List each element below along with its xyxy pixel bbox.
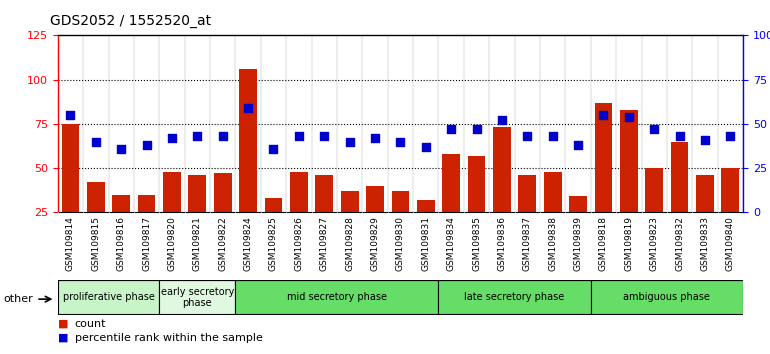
Point — [598, 112, 610, 118]
Text: GSM109816: GSM109816 — [117, 216, 126, 271]
Text: GSM109837: GSM109837 — [523, 216, 532, 271]
Bar — [645, 168, 663, 212]
Point — [470, 126, 483, 132]
FancyBboxPatch shape — [58, 280, 159, 314]
Text: ambiguous phase: ambiguous phase — [624, 292, 711, 302]
Text: GSM109822: GSM109822 — [218, 216, 227, 270]
Text: GSM109831: GSM109831 — [421, 216, 430, 271]
Point — [216, 133, 229, 139]
Point — [267, 146, 280, 152]
Text: other: other — [4, 294, 34, 304]
Point — [242, 105, 254, 111]
Text: count: count — [75, 319, 106, 329]
Bar — [417, 200, 434, 212]
Point — [318, 133, 330, 139]
Point — [420, 144, 432, 150]
Bar — [189, 175, 206, 212]
Text: GSM109818: GSM109818 — [599, 216, 608, 271]
Text: GSM109817: GSM109817 — [142, 216, 151, 271]
Text: GSM109829: GSM109829 — [370, 216, 380, 271]
Text: early secretory
phase: early secretory phase — [161, 286, 234, 308]
Point — [293, 133, 305, 139]
Point — [521, 133, 534, 139]
Bar — [87, 182, 105, 212]
Text: GSM109830: GSM109830 — [396, 216, 405, 271]
Point — [191, 133, 203, 139]
Text: GSM109827: GSM109827 — [320, 216, 329, 271]
Bar — [290, 172, 308, 212]
Text: GSM109819: GSM109819 — [624, 216, 634, 271]
Text: ■: ■ — [58, 319, 69, 329]
Text: percentile rank within the sample: percentile rank within the sample — [75, 333, 263, 343]
Text: GSM109838: GSM109838 — [548, 216, 557, 271]
Text: ■: ■ — [58, 333, 69, 343]
Point — [140, 142, 152, 148]
Bar — [62, 124, 79, 212]
Point — [166, 135, 178, 141]
Text: GSM109833: GSM109833 — [701, 216, 709, 271]
Text: GSM109824: GSM109824 — [243, 216, 253, 270]
Bar — [239, 69, 257, 212]
Point — [674, 133, 686, 139]
Text: GSM109836: GSM109836 — [497, 216, 507, 271]
Bar — [214, 173, 232, 212]
Text: GSM109832: GSM109832 — [675, 216, 684, 271]
Text: GSM109814: GSM109814 — [66, 216, 75, 271]
Point — [64, 112, 76, 118]
Bar — [518, 175, 536, 212]
Text: GSM109815: GSM109815 — [92, 216, 100, 271]
Bar — [696, 175, 714, 212]
Bar — [265, 198, 283, 212]
Text: GSM109826: GSM109826 — [294, 216, 303, 271]
Bar — [671, 142, 688, 212]
Bar — [112, 195, 130, 212]
Bar — [493, 127, 511, 212]
Bar — [467, 156, 485, 212]
Text: proliferative phase: proliferative phase — [62, 292, 155, 302]
Text: GSM109823: GSM109823 — [650, 216, 658, 271]
Text: GSM109821: GSM109821 — [192, 216, 202, 271]
Bar — [594, 103, 612, 212]
Bar — [341, 191, 359, 212]
Bar — [163, 172, 181, 212]
FancyBboxPatch shape — [159, 280, 236, 314]
Text: GSM109825: GSM109825 — [269, 216, 278, 271]
Point — [445, 126, 457, 132]
Text: late secretory phase: late secretory phase — [464, 292, 564, 302]
Point — [648, 126, 661, 132]
Point — [699, 137, 711, 143]
Text: GSM109820: GSM109820 — [167, 216, 176, 271]
Point — [369, 135, 381, 141]
Point — [725, 133, 737, 139]
Point — [496, 118, 508, 123]
Point — [343, 139, 356, 144]
Bar — [442, 154, 460, 212]
Point — [572, 142, 584, 148]
Text: GDS2052 / 1552520_at: GDS2052 / 1552520_at — [50, 14, 211, 28]
Bar — [316, 175, 333, 212]
Point — [547, 133, 559, 139]
FancyBboxPatch shape — [236, 280, 438, 314]
Text: GSM109834: GSM109834 — [447, 216, 456, 271]
Point — [394, 139, 407, 144]
Point — [623, 114, 635, 120]
Point — [89, 139, 102, 144]
Text: GSM109839: GSM109839 — [574, 216, 583, 271]
Text: GSM109828: GSM109828 — [345, 216, 354, 271]
Bar — [544, 172, 561, 212]
Point — [115, 146, 127, 152]
Bar — [366, 186, 384, 212]
FancyBboxPatch shape — [591, 280, 743, 314]
Bar — [138, 195, 156, 212]
Bar — [620, 110, 638, 212]
FancyBboxPatch shape — [438, 280, 591, 314]
Bar — [721, 168, 739, 212]
Text: GSM109835: GSM109835 — [472, 216, 481, 271]
Bar — [569, 196, 587, 212]
Text: mid secretory phase: mid secretory phase — [287, 292, 387, 302]
Text: GSM109840: GSM109840 — [726, 216, 735, 271]
Bar — [391, 191, 410, 212]
